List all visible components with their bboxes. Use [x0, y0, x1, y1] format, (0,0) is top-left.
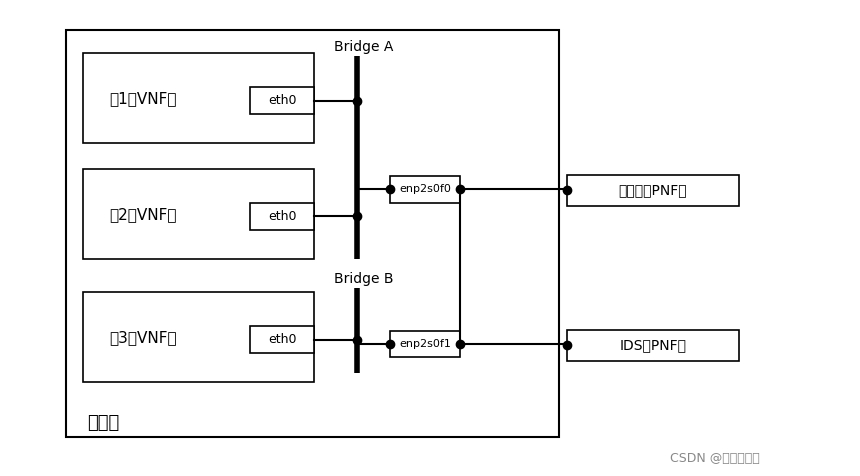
Text: Bridge A: Bridge A [334, 40, 393, 54]
Text: enp2s0f0: enp2s0f0 [399, 185, 451, 195]
Text: Bridge B: Bridge B [334, 272, 394, 286]
Text: 容1（VNF）: 容1（VNF） [109, 91, 176, 106]
Bar [250, 203, 314, 230]
Text: eth0: eth0 [267, 333, 297, 346]
Bar [390, 177, 460, 202]
Bar [250, 326, 314, 353]
Bar [250, 87, 314, 114]
Text: eth0: eth0 [267, 210, 297, 223]
Bar [567, 175, 739, 206]
Text: 容2（VNF）: 容2（VNF） [109, 207, 176, 222]
Bar [65, 30, 559, 437]
Text: CSDN @毒爪的小新: CSDN @毒爪的小新 [670, 452, 759, 465]
Bar [83, 53, 314, 143]
Text: 容3（VNF）: 容3（VNF） [109, 330, 176, 345]
Bar [567, 330, 739, 360]
Bar [83, 169, 314, 259]
Bar [83, 292, 314, 382]
Bar [390, 331, 460, 357]
Text: 宿主机: 宿主机 [87, 414, 120, 432]
Text: eth0: eth0 [267, 94, 297, 107]
Text: enp2s0f1: enp2s0f1 [399, 339, 451, 349]
Text: IDS（PNF）: IDS（PNF） [619, 338, 686, 352]
Text: 防火墙（PNF）: 防火墙（PNF） [618, 183, 687, 198]
